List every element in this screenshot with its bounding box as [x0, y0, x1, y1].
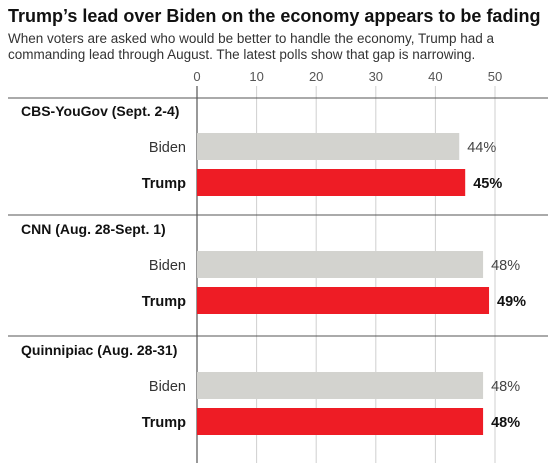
- x-tick-label-10: 10: [249, 69, 263, 84]
- x-tick-label-20: 20: [309, 69, 323, 84]
- candidate-label-1-trump: Trump: [142, 294, 186, 310]
- bar-2-biden: [197, 372, 484, 399]
- bar-1-trump: [197, 287, 490, 314]
- chart-title: Trump’s lead over Biden on the economy a…: [8, 6, 541, 26]
- bar-1-biden: [197, 251, 484, 278]
- candidate-label-2-trump: Trump: [142, 415, 186, 431]
- candidate-label-0-trump: Trump: [142, 176, 186, 192]
- poll-label-2: Quinnipiac (Aug. 28-31): [21, 342, 177, 358]
- x-tick-label-50: 50: [488, 69, 502, 84]
- value-label-2-trump: 48%: [491, 415, 520, 431]
- value-label-0-biden: 44%: [467, 140, 496, 156]
- value-label-2-biden: 48%: [491, 379, 520, 395]
- poll-label-0: CBS-YouGov (Sept. 2-4): [21, 103, 179, 119]
- bar-2-trump: [197, 408, 484, 435]
- candidate-label-2-biden: Biden: [149, 379, 186, 395]
- candidate-label-1-biden: Biden: [149, 258, 186, 274]
- value-label-0-trump: 45%: [473, 176, 502, 192]
- x-tick-label-40: 40: [428, 69, 442, 84]
- poll-label-1: CNN (Aug. 28-Sept. 1): [21, 221, 166, 237]
- value-label-1-biden: 48%: [491, 258, 520, 274]
- candidate-label-0-biden: Biden: [149, 140, 186, 156]
- chart-subtitle: When voters are asked who would be bette…: [8, 31, 495, 62]
- bar-0-trump: [197, 169, 466, 196]
- value-label-1-trump: 49%: [497, 294, 526, 310]
- x-tick-label-30: 30: [369, 69, 383, 84]
- x-tick-label-0: 0: [193, 69, 200, 84]
- bar-0-biden: [197, 133, 460, 160]
